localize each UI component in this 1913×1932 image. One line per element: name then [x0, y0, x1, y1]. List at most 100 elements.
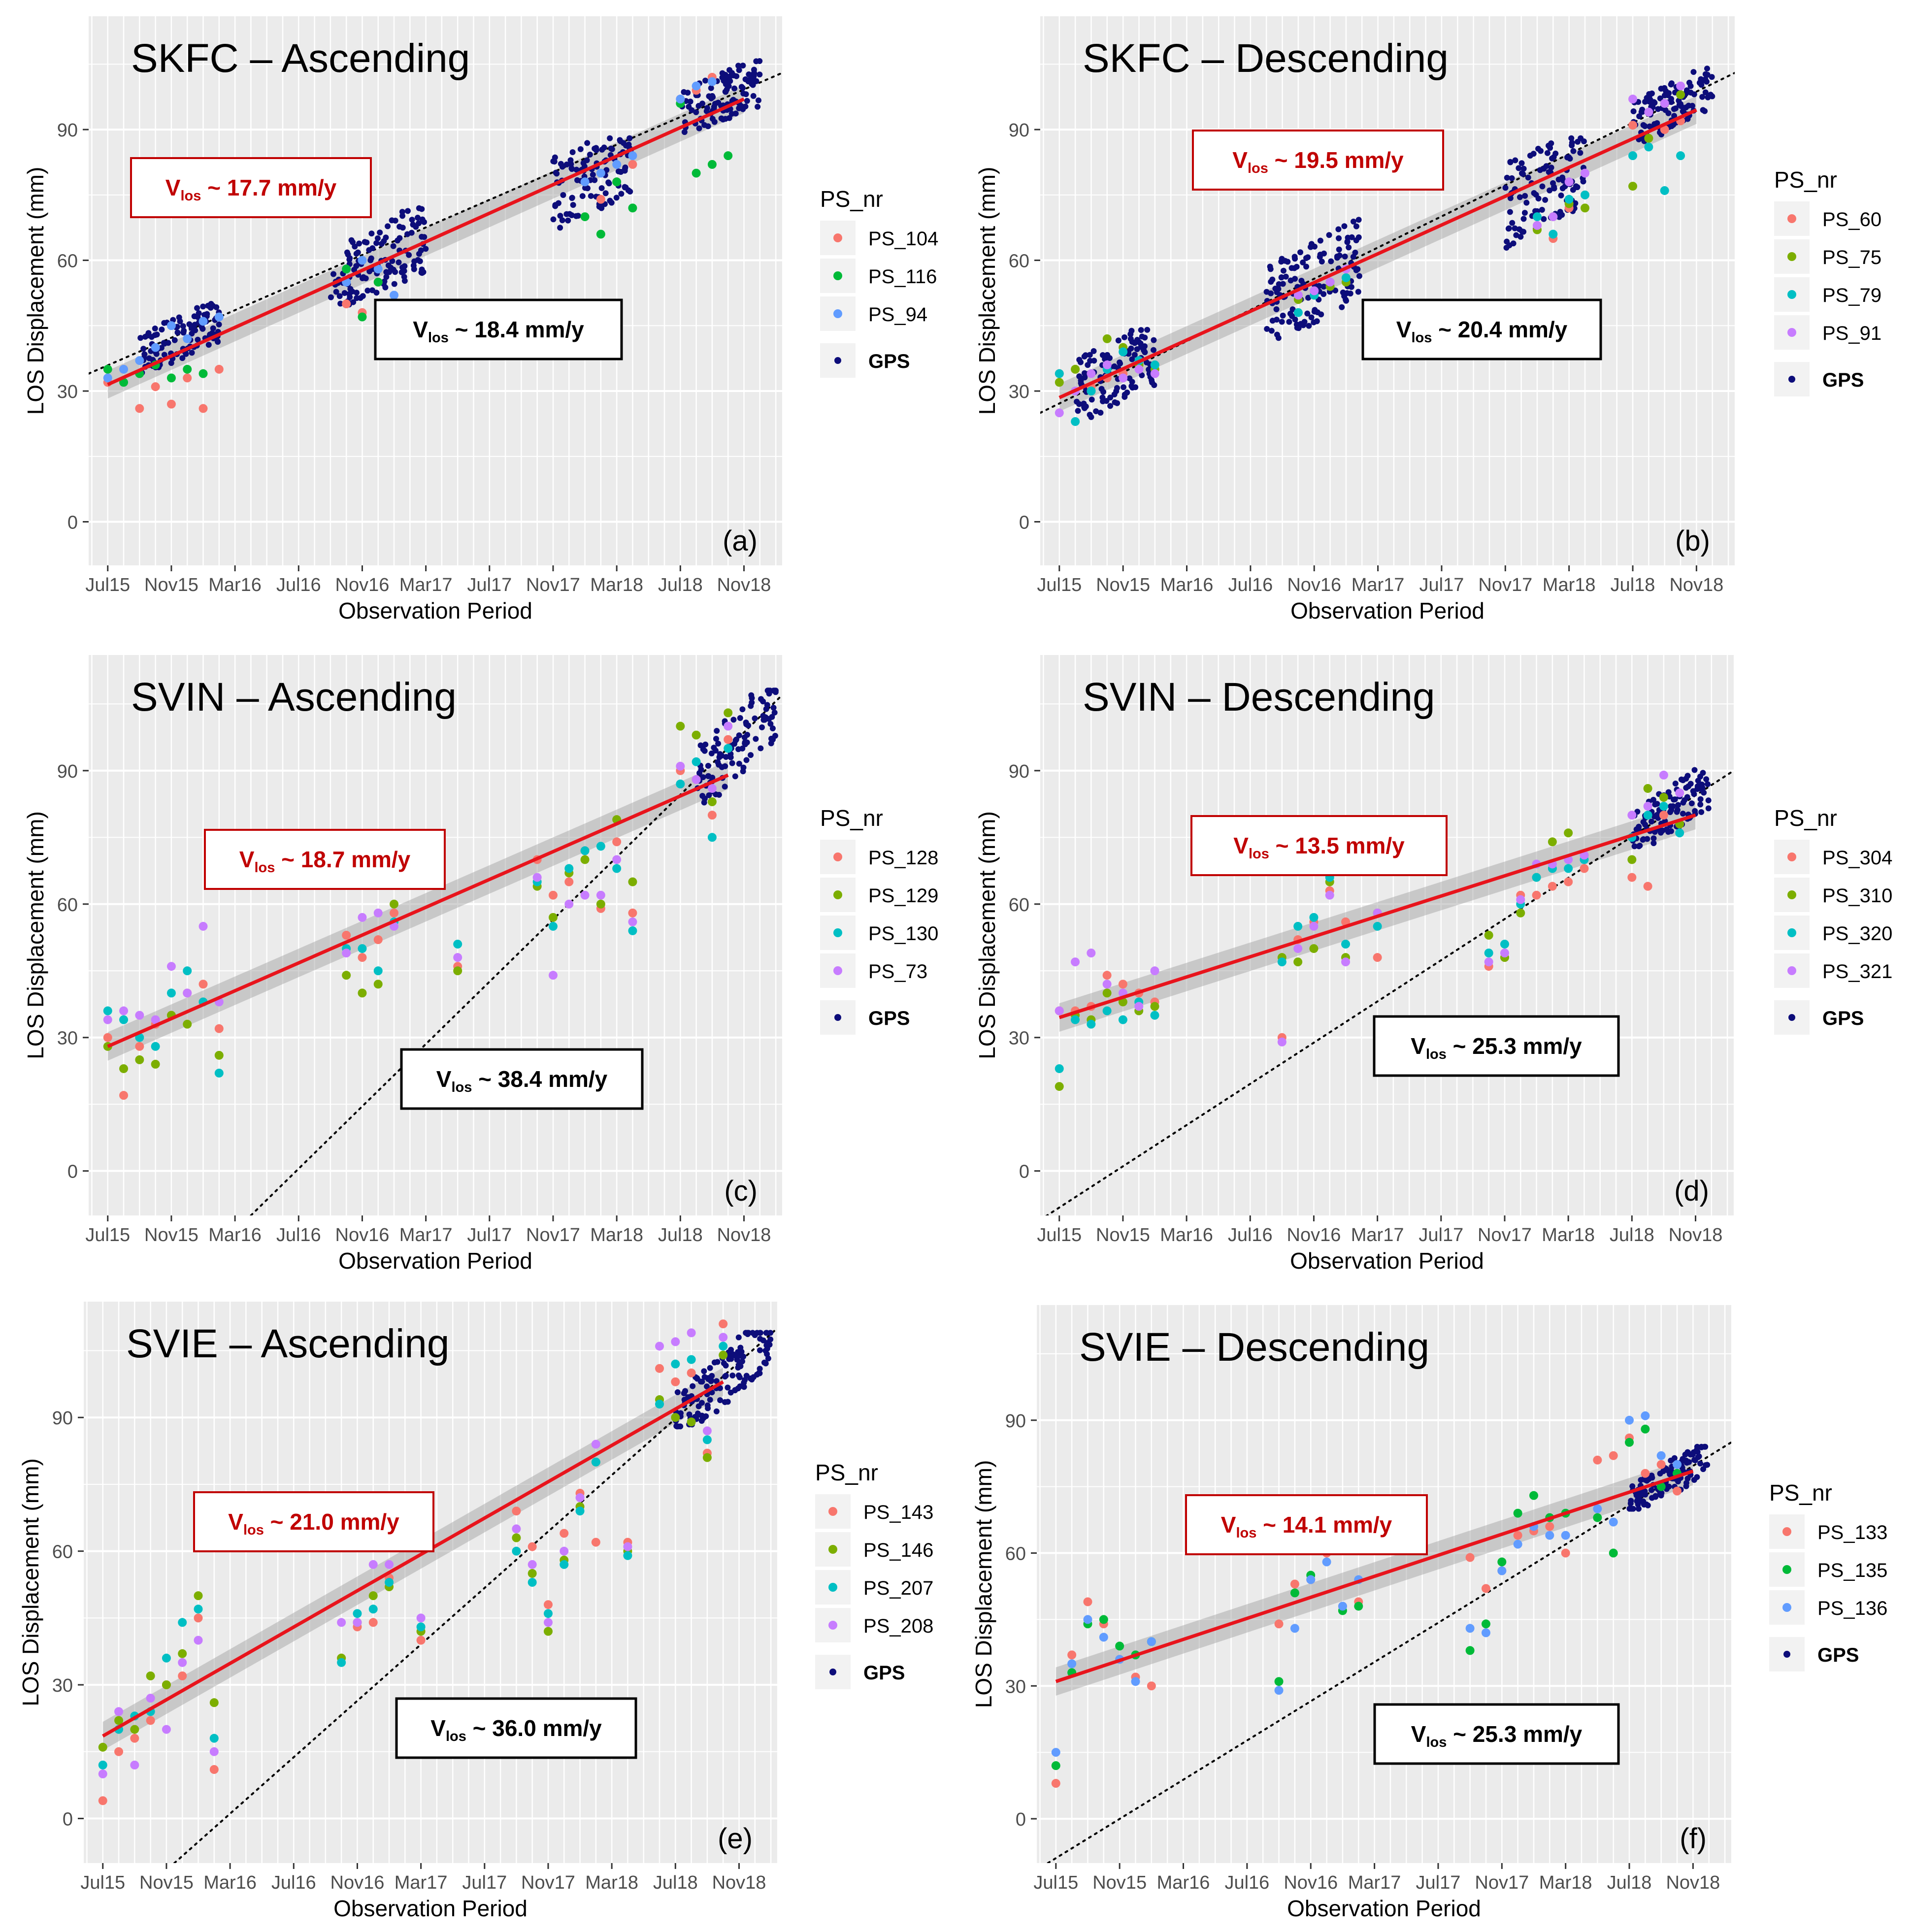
gps-point: [1691, 767, 1698, 773]
ps-point: [178, 1658, 187, 1667]
x-tick-label: Jul16: [1224, 1872, 1269, 1893]
ps-point: [1644, 107, 1653, 117]
gps-point: [1143, 359, 1150, 365]
y-axis: 0 30 60 90: [57, 761, 89, 1182]
gps-point: [559, 217, 565, 224]
gps-point: [406, 252, 412, 258]
ps-point: [214, 1050, 224, 1060]
gps-point: [421, 234, 428, 240]
ps-point: [707, 811, 717, 820]
gps-point: [360, 274, 366, 280]
x-axis: Jul15 Nov15 Mar16 Jul16 Nov16 Mar17 Jul17 Nov17…: [80, 1863, 766, 1893]
gps-point: [1267, 266, 1274, 272]
ps-point: [98, 1760, 107, 1769]
ps-velocity-label-subscript: los: [243, 1522, 264, 1538]
gps-point: [552, 203, 559, 209]
y-axis-title: LOS Displacement (mm): [23, 811, 48, 1059]
legend-item-label: GPS: [1822, 1008, 1864, 1029]
gps-point: [1698, 82, 1705, 88]
gps-point: [1630, 108, 1637, 115]
gps-point: [1306, 323, 1312, 329]
ps-point: [1532, 873, 1541, 882]
ps-point: [119, 1006, 129, 1015]
gps-point: [753, 736, 759, 742]
ps-point: [1071, 417, 1080, 426]
gps-point: [180, 323, 186, 329]
legend-key-marker: [1787, 966, 1796, 975]
gps-point: [584, 185, 591, 192]
gps-point: [158, 345, 165, 351]
gps-point: [1107, 394, 1114, 401]
gps-point: [581, 163, 588, 169]
ps-point: [1325, 277, 1335, 287]
legend-title: PS_nr: [820, 805, 883, 831]
gps-point: [1642, 821, 1649, 828]
ps-point: [194, 1613, 203, 1623]
gps-point: [702, 741, 709, 748]
x-tick-label: Jul18: [658, 1225, 703, 1245]
ps-point: [564, 864, 574, 873]
ps-point: [676, 721, 685, 731]
ps-velocity-label-value: ~ 18.7 mm/y: [275, 847, 410, 872]
x-tick-label: Mar17: [399, 1225, 453, 1245]
ps-point: [373, 908, 383, 917]
ps-point: [453, 940, 462, 949]
gps-point: [1636, 113, 1643, 120]
gps-point: [205, 302, 211, 309]
ps-point: [1659, 793, 1668, 802]
gps-point: [1544, 150, 1550, 156]
ps-point: [1293, 944, 1303, 953]
legend-key-marker: [1788, 1014, 1795, 1021]
ps-point: [1481, 1628, 1490, 1637]
gps-point: [355, 249, 361, 256]
ps-point: [1274, 1619, 1284, 1629]
gps-point: [749, 81, 755, 87]
y-tick-label: 0: [63, 1809, 73, 1830]
x-tick-label: Mar16: [1160, 575, 1214, 595]
gps-point: [696, 125, 702, 131]
gps-point: [1692, 808, 1698, 814]
ps-point: [1564, 195, 1574, 204]
gps-point: [622, 167, 628, 174]
gps-point: [568, 165, 575, 171]
gps-point: [1298, 277, 1305, 284]
ps-point: [719, 1342, 728, 1351]
gps-point: [737, 715, 743, 721]
gps-point: [570, 202, 576, 208]
gps-point: [756, 97, 762, 103]
gps-point: [1668, 123, 1675, 130]
gps-point: [744, 98, 750, 104]
gps-point: [1573, 183, 1579, 190]
gps-point: [1282, 258, 1288, 264]
x-axis: Jul15 Nov15 Mar16 Jul16 Nov16 Mar17 Jul17 Nov17…: [1037, 1215, 1722, 1245]
gps-point: [1081, 370, 1088, 376]
ps-point: [548, 971, 558, 980]
gps-velocity-box: [395, 1697, 637, 1759]
ps-point: [1673, 1460, 1682, 1469]
ps-point: [628, 203, 637, 213]
gps-point: [1668, 81, 1674, 88]
gps-point: [204, 311, 210, 317]
gps-point: [363, 239, 370, 246]
ps-point: [198, 980, 208, 989]
ps-point: [135, 1042, 144, 1051]
legend-key-marker: [1788, 376, 1795, 383]
legend-title: PS_nr: [1774, 167, 1837, 193]
gps-point: [1303, 263, 1310, 270]
gps-point: [1317, 252, 1323, 258]
ps-point: [178, 1671, 187, 1680]
gps-point: [389, 258, 396, 264]
gps-point: [1667, 1468, 1673, 1474]
ps-point: [1609, 1548, 1618, 1558]
ps-point: [198, 921, 208, 931]
gps-point: [1097, 410, 1104, 416]
ps-point: [692, 81, 701, 91]
gps-point: [401, 274, 407, 280]
ps-point: [692, 757, 701, 766]
gps-point: [183, 351, 189, 357]
gps-trend-line: [1045, 769, 1734, 1215]
gps-velocity-box: [1373, 1015, 1620, 1077]
panel-title: SKFC – Descending: [1083, 36, 1449, 81]
ps-point: [1660, 98, 1669, 108]
gps-point: [740, 764, 747, 771]
